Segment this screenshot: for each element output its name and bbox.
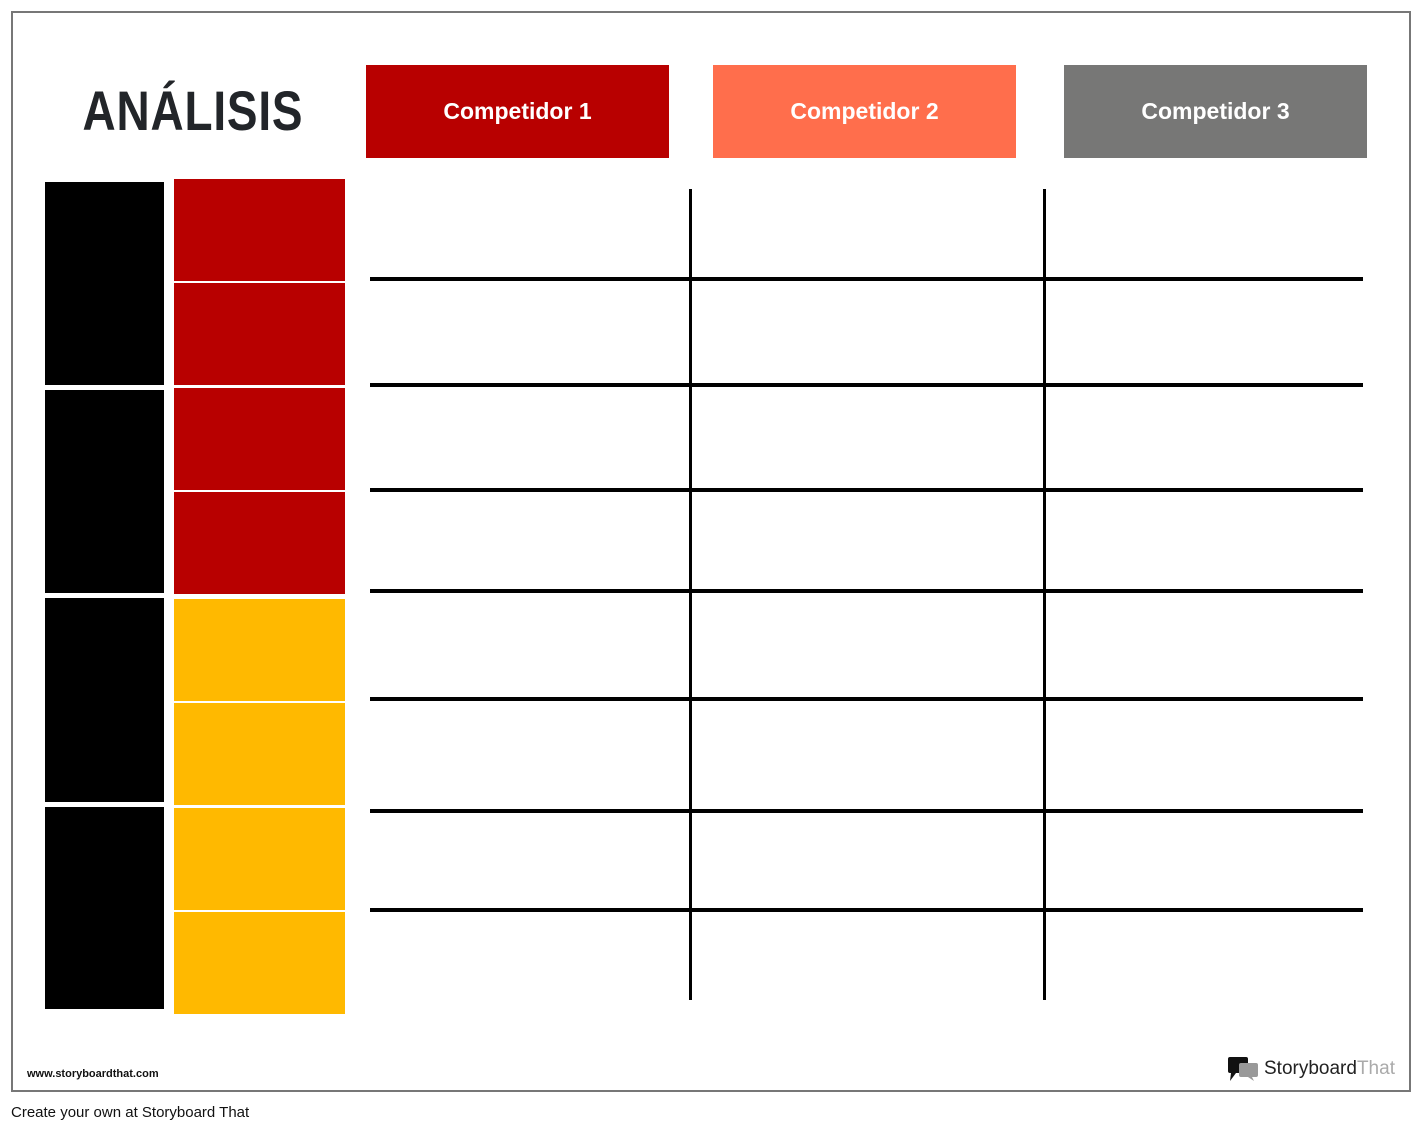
label-cell xyxy=(174,703,345,805)
category-block xyxy=(45,390,164,593)
worksheet-frame xyxy=(11,11,1411,1092)
label-cell xyxy=(174,283,345,385)
label-cell xyxy=(174,912,345,1014)
grid-line xyxy=(370,809,1363,813)
logo-main: Storyboard xyxy=(1264,1058,1357,1079)
grid-line xyxy=(370,488,1363,492)
logo-accent: That xyxy=(1356,1058,1395,1079)
label-cell xyxy=(174,808,345,910)
competitor-2-header: Competidor 2 xyxy=(713,65,1016,158)
grid-divider xyxy=(1043,189,1046,1000)
label-cell xyxy=(174,599,345,701)
speech-bubbles-icon xyxy=(1228,1057,1258,1081)
label-cell xyxy=(174,492,345,594)
label-cell xyxy=(174,388,345,490)
category-block xyxy=(45,182,164,385)
grid-line xyxy=(370,383,1363,387)
grid-line xyxy=(370,589,1363,593)
competitor-3-header: Competidor 3 xyxy=(1064,65,1367,158)
create-link[interactable]: Create your own at Storyboard That xyxy=(11,1104,250,1121)
category-block xyxy=(45,807,164,1009)
category-block xyxy=(45,598,164,802)
competitor-1-header: Competidor 1 xyxy=(366,65,669,158)
grid-line xyxy=(370,908,1363,912)
grid-divider xyxy=(689,189,692,1000)
grid-line xyxy=(370,697,1363,701)
website-url: www.storyboardthat.com xyxy=(27,1068,159,1080)
grid-line xyxy=(370,277,1363,281)
label-cell xyxy=(174,179,345,281)
page-title: ANÁLISIS xyxy=(82,79,304,142)
storyboardthat-logo: StoryboardThat xyxy=(1228,1056,1395,1082)
